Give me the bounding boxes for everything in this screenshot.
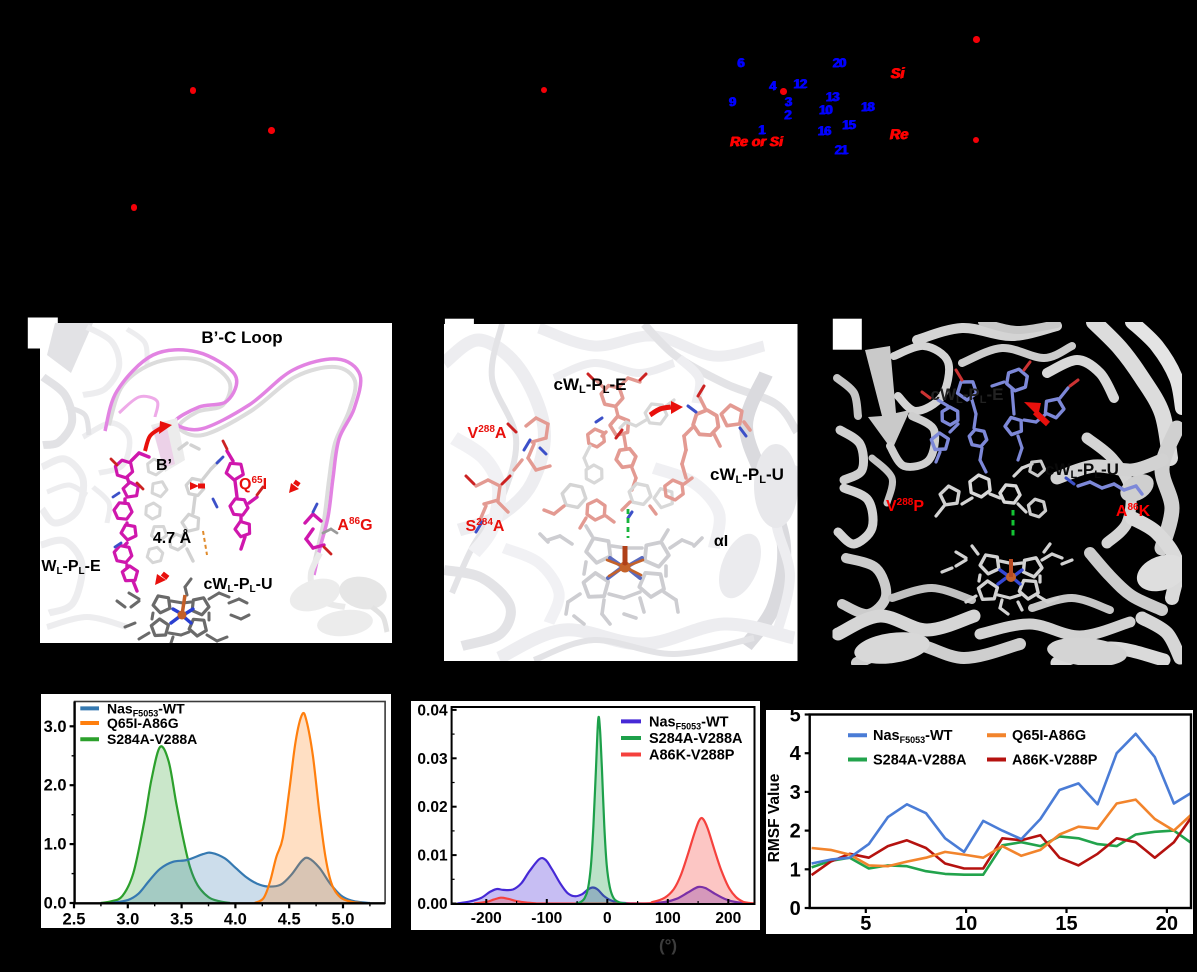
svg-text:20: 20 — [1156, 913, 1178, 934]
svg-text:1.0: 1.0 — [44, 836, 67, 854]
svg-text:-100: -100 — [531, 910, 562, 927]
svg-text:A86G: A86G — [337, 516, 372, 534]
svg-text:10: 10 — [955, 913, 977, 934]
svg-text:3.5: 3.5 — [170, 910, 193, 928]
svg-text:cWL-PL-E: cWL-PL-E — [931, 385, 1004, 406]
svg-text:0.02: 0.02 — [417, 799, 447, 816]
svg-text:NasF5053-WT: NasF5053-WT — [649, 714, 729, 731]
svg-text:Q65I-A86G: Q65I-A86G — [1012, 728, 1086, 744]
svg-text:-200: -200 — [471, 910, 502, 927]
svg-text:cWL-PL-U: cWL-PL-U — [1045, 460, 1119, 481]
svg-text:200: 200 — [715, 910, 741, 927]
svg-text:4.5: 4.5 — [278, 910, 301, 928]
svg-text:0.04: 0.04 — [417, 702, 448, 719]
svg-text:cWL-PL-U: cWL-PL-U — [710, 465, 784, 486]
svg-text:5.0: 5.0 — [332, 910, 355, 928]
svg-text:V288P: V288P — [886, 497, 924, 515]
svg-text:2: 2 — [790, 821, 801, 843]
svg-text:Q65I-A86G: Q65I-A86G — [107, 715, 179, 731]
svg-text:cWL-PL-U: cWL-PL-U — [203, 576, 272, 595]
svg-text:0.00: 0.00 — [417, 896, 447, 913]
svg-text:15: 15 — [1055, 913, 1077, 934]
svg-text:0.0: 0.0 — [44, 895, 67, 913]
svg-text:A86K-V288P: A86K-V288P — [649, 748, 735, 764]
svg-text:B’-C Loop: B’-C Loop — [201, 328, 282, 347]
svg-text:0.01: 0.01 — [417, 848, 448, 865]
svg-text:A86K-V288P: A86K-V288P — [1012, 753, 1098, 769]
svg-text:S284A: S284A — [466, 517, 505, 535]
svg-text:0: 0 — [603, 910, 612, 927]
svg-text:5: 5 — [860, 913, 871, 934]
svg-text:αI: αI — [714, 533, 728, 550]
svg-text:S284A-V288A: S284A-V288A — [649, 731, 743, 747]
svg-text:NasF5053-WT: NasF5053-WT — [873, 728, 953, 745]
svg-text:4.7 Å: 4.7 Å — [153, 528, 192, 547]
svg-text:RMSF Value: RMSF Value — [766, 773, 783, 862]
svg-text:V288A: V288A — [468, 424, 507, 442]
svg-text:4.0: 4.0 — [224, 910, 247, 928]
svg-text:5: 5 — [790, 710, 801, 727]
svg-text:3.0: 3.0 — [116, 910, 139, 928]
svg-text:100: 100 — [655, 910, 681, 927]
svg-text:WL-PL-E: WL-PL-E — [41, 558, 101, 577]
svg-text:cWL-PL-E: cWL-PL-E — [554, 375, 627, 396]
svg-text:2.5: 2.5 — [63, 910, 86, 928]
svg-text:NasF5053-WT: NasF5053-WT — [107, 700, 185, 718]
svg-text:A86K: A86K — [1116, 502, 1151, 520]
svg-text:3.0: 3.0 — [44, 718, 67, 736]
svg-text:3: 3 — [790, 782, 801, 804]
svg-text:0: 0 — [790, 898, 801, 920]
svg-text:0.03: 0.03 — [417, 751, 448, 768]
svg-text:S284A-V288A: S284A-V288A — [107, 731, 197, 747]
svg-text:B’: B’ — [156, 457, 172, 474]
svg-text:S284A-V288A: S284A-V288A — [873, 753, 967, 769]
svg-text:2.0: 2.0 — [44, 777, 67, 795]
svg-text:4: 4 — [790, 743, 802, 765]
svg-text:1: 1 — [790, 859, 801, 881]
